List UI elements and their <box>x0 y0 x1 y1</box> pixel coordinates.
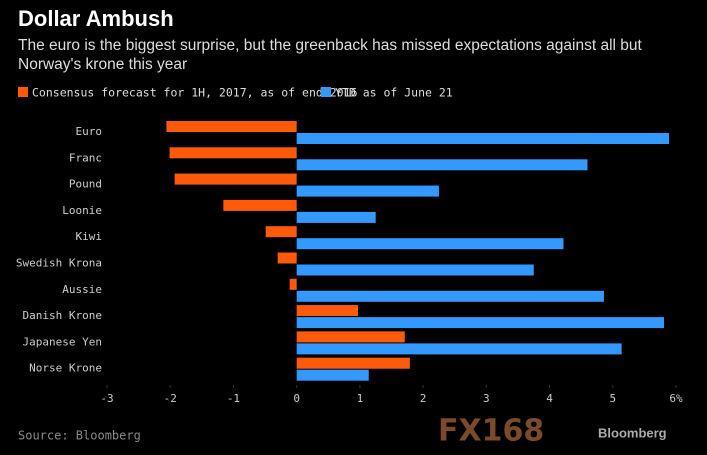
x-tick-label: 0 <box>293 392 300 405</box>
bar <box>223 199 297 211</box>
legend-label: Consensus forecast for 1H, 2017, as of e… <box>32 86 357 100</box>
bar <box>296 317 664 329</box>
bar <box>174 173 297 185</box>
y-tick-label: Euro <box>76 125 103 138</box>
bar <box>166 121 297 132</box>
bar <box>296 369 369 381</box>
bar <box>169 147 297 159</box>
bar <box>296 133 670 144</box>
legend-label: YTD as of June 21 <box>335 86 453 100</box>
x-tick-label: 4 <box>546 392 553 405</box>
x-tick-label: 3 <box>483 392 490 405</box>
bar <box>296 290 604 302</box>
chart-title: Dollar Ambush <box>18 6 174 31</box>
x-tick-label: 5 <box>609 392 616 405</box>
bar <box>296 331 405 343</box>
x-tick-label: 6% <box>669 392 683 405</box>
y-tick-label: Franc <box>69 151 102 164</box>
bar <box>296 305 358 317</box>
x-tick-label: 2 <box>420 392 427 405</box>
bar <box>296 357 410 369</box>
watermark: FX168 <box>438 414 544 449</box>
x-tick-label: -1 <box>227 392 240 405</box>
x-tick-label: -2 <box>164 392 177 405</box>
x-tick-label: 1 <box>357 392 364 405</box>
bar <box>277 252 297 264</box>
y-tick-label: Japanese Yen <box>23 335 102 348</box>
chart-subtitle: The euro is the biggest surprise, but th… <box>18 37 642 73</box>
y-tick-label: Aussie <box>62 283 102 296</box>
source: Source: Bloomberg <box>18 429 141 443</box>
bar <box>296 211 376 223</box>
legend-swatch <box>18 87 28 97</box>
bar <box>296 343 622 355</box>
y-tick-label: Loonie <box>62 204 102 217</box>
bar <box>296 159 588 171</box>
y-tick-label: Norse Krone <box>29 362 102 375</box>
x-tick-label: -3 <box>100 392 113 405</box>
logo: Bloomberg <box>598 425 667 440</box>
y-tick-label: Danish Krone <box>23 309 102 322</box>
y-tick-label: Kiwi <box>76 230 103 243</box>
legend-swatch <box>321 87 331 97</box>
bar <box>296 185 439 197</box>
bar <box>265 226 297 238</box>
bar <box>289 278 297 290</box>
y-tick-label: Pound <box>69 178 102 191</box>
bar <box>296 238 564 250</box>
y-tick-label: Swedish Krona <box>16 257 102 270</box>
bar <box>296 264 534 276</box>
